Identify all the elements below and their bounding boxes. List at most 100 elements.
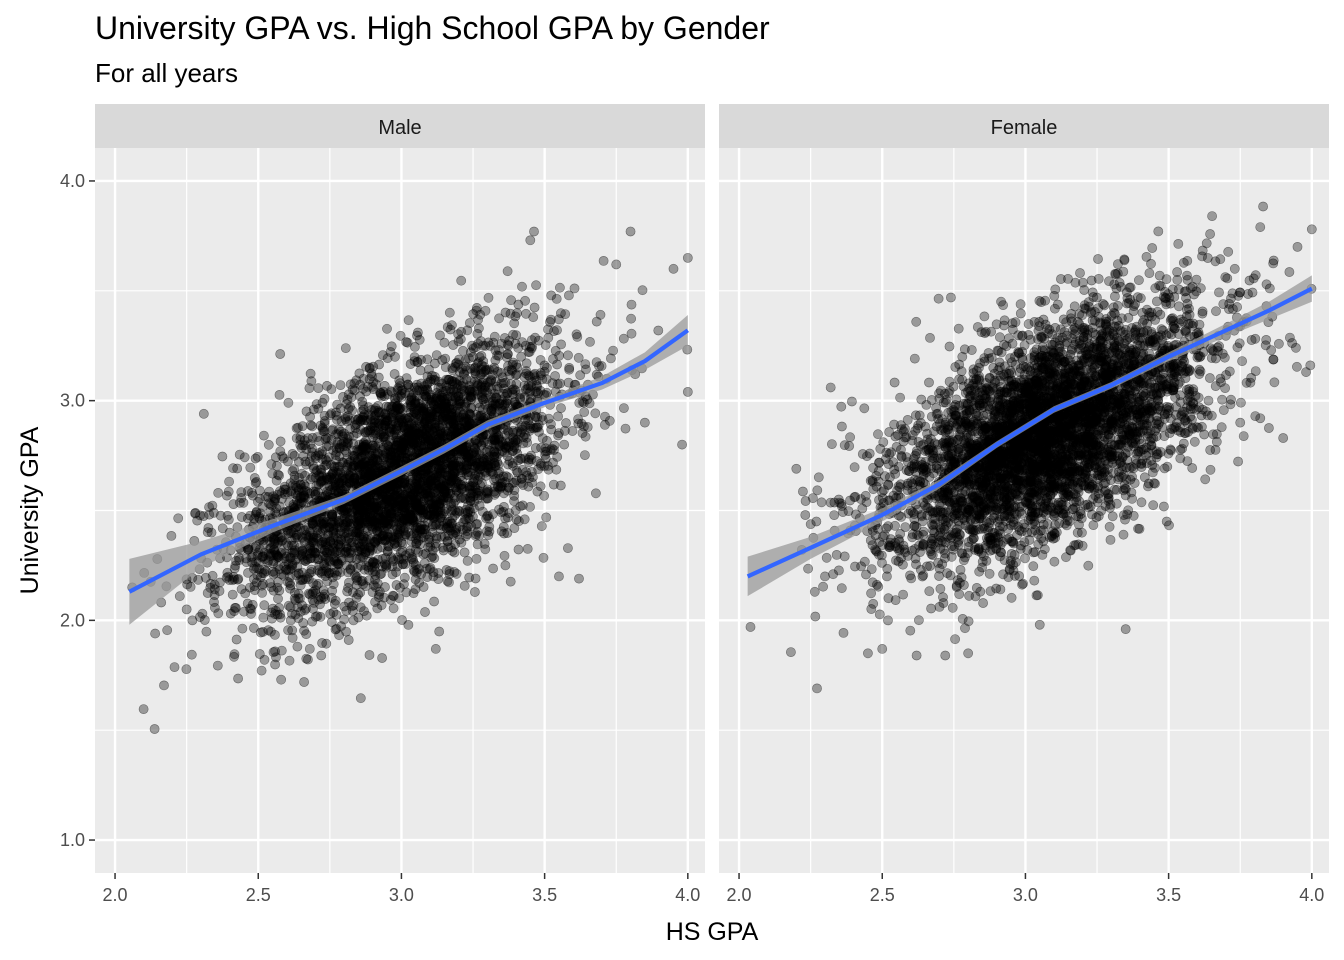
data-point bbox=[308, 603, 318, 614]
data-point bbox=[393, 533, 404, 543]
data-point bbox=[514, 516, 524, 527]
data-point bbox=[489, 458, 500, 468]
data-point bbox=[419, 428, 430, 439]
data-point bbox=[375, 512, 385, 523]
data-point bbox=[1110, 291, 1120, 302]
data-point bbox=[413, 467, 424, 478]
data-point bbox=[439, 485, 450, 495]
data-point bbox=[341, 560, 352, 571]
data-point bbox=[426, 435, 437, 446]
data-point bbox=[447, 474, 458, 485]
data-point bbox=[430, 542, 441, 552]
data-point bbox=[321, 432, 332, 443]
data-point bbox=[405, 510, 416, 520]
data-point bbox=[398, 452, 409, 463]
data-point bbox=[263, 492, 274, 502]
data-point bbox=[250, 556, 261, 567]
data-point bbox=[326, 384, 337, 395]
data-point bbox=[494, 466, 505, 477]
data-point bbox=[366, 505, 377, 515]
data-point bbox=[420, 418, 430, 428]
data-point bbox=[411, 475, 422, 486]
data-point bbox=[308, 460, 318, 471]
data-point bbox=[401, 402, 412, 413]
data-point bbox=[399, 438, 410, 448]
data-point bbox=[446, 320, 457, 331]
data-point bbox=[344, 532, 354, 543]
data-point bbox=[465, 496, 476, 506]
data-point bbox=[290, 488, 301, 499]
data-point bbox=[1264, 423, 1274, 433]
data-point bbox=[243, 486, 253, 496]
data-point bbox=[376, 462, 387, 473]
data-point bbox=[342, 433, 353, 444]
data-point bbox=[535, 355, 546, 365]
data-point bbox=[364, 374, 375, 384]
data-point bbox=[509, 442, 520, 453]
data-point bbox=[245, 603, 255, 614]
data-point bbox=[352, 415, 363, 425]
data-point bbox=[1236, 397, 1246, 408]
data-point bbox=[437, 355, 448, 365]
data-point bbox=[416, 520, 426, 531]
data-point bbox=[364, 548, 374, 559]
data-point bbox=[270, 507, 281, 518]
data-point bbox=[326, 567, 337, 578]
data-point bbox=[464, 416, 475, 427]
data-point bbox=[307, 421, 318, 432]
data-point bbox=[355, 587, 366, 598]
data-point bbox=[419, 409, 429, 419]
data-point bbox=[505, 576, 516, 587]
data-point bbox=[484, 376, 495, 387]
data-point bbox=[526, 343, 537, 354]
data-point bbox=[481, 457, 492, 468]
data-point bbox=[456, 492, 467, 503]
data-point bbox=[579, 407, 590, 417]
data-point bbox=[421, 391, 432, 402]
data-point bbox=[421, 427, 432, 437]
data-point bbox=[439, 410, 449, 420]
data-point bbox=[329, 567, 340, 578]
data-point bbox=[352, 510, 363, 520]
data-point bbox=[500, 560, 511, 571]
data-point bbox=[416, 354, 426, 365]
data-point bbox=[307, 518, 318, 529]
data-point bbox=[173, 513, 184, 524]
data-point bbox=[426, 398, 437, 409]
data-point bbox=[456, 484, 466, 494]
data-point bbox=[413, 546, 424, 557]
data-point bbox=[429, 596, 439, 607]
data-point bbox=[439, 506, 450, 517]
data-point bbox=[395, 381, 405, 391]
data-point bbox=[412, 481, 422, 492]
data-point bbox=[429, 506, 440, 516]
data-point bbox=[336, 426, 346, 437]
data-point bbox=[446, 501, 457, 512]
x-tick-label: 3.0 bbox=[389, 885, 414, 905]
data-point bbox=[406, 426, 417, 437]
data-point bbox=[338, 391, 348, 402]
data-point bbox=[317, 551, 328, 561]
data-point bbox=[357, 504, 368, 515]
data-point bbox=[459, 581, 470, 591]
data-point bbox=[266, 582, 277, 592]
data-point bbox=[372, 455, 383, 466]
data-point bbox=[370, 428, 381, 439]
data-point bbox=[494, 504, 504, 515]
data-point bbox=[344, 552, 355, 563]
data-point bbox=[351, 554, 362, 565]
data-point bbox=[339, 513, 350, 524]
data-point bbox=[490, 399, 501, 410]
data-point bbox=[462, 556, 473, 566]
data-point bbox=[639, 417, 650, 428]
data-point bbox=[253, 557, 264, 568]
data-point bbox=[302, 486, 313, 497]
data-point bbox=[345, 456, 356, 467]
data-point bbox=[489, 331, 500, 342]
data-point bbox=[435, 460, 445, 471]
data-point bbox=[626, 313, 636, 324]
data-point bbox=[389, 369, 400, 379]
data-point bbox=[381, 520, 392, 531]
data-point bbox=[502, 352, 512, 363]
data-point bbox=[517, 473, 527, 484]
